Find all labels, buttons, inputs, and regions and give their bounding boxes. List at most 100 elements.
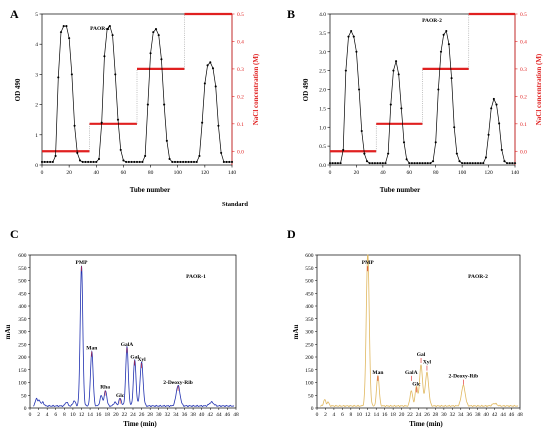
od-data-point [395,60,398,63]
od-data-point [95,160,98,164]
chart-c: 0 2 4 6 8 10 12 14 16 18 20 22 24 26 28 30 32 34 36 38 40 42 4… [4,253,239,428]
od-data-point [336,162,339,165]
plot-frame [329,13,516,166]
x-tick-label: 20 [113,412,119,418]
x-tick-label: 28 [433,412,439,418]
x-tick-label: 100 [174,170,183,176]
x-tick-label: 8 [63,412,66,418]
peak-label: Gal [130,355,139,361]
y-axis-label: mAu [4,325,12,340]
x-tick-label: 4 [333,412,336,418]
od-data-point [149,52,152,55]
x-tick-label: 8 [349,412,352,418]
od-data-point [445,29,448,33]
od-data-point [408,162,411,165]
x-tick-label: 16 [382,412,388,418]
od-data-point [469,162,472,165]
y-tick-label: 250 [305,342,314,348]
od-data-point [192,160,196,164]
od-data-point [453,126,456,129]
y-tick-label: 200 [305,355,314,361]
od-data-point [331,162,334,165]
x-tick-label: 10 [357,412,363,418]
x-tick-label: 34 [458,412,464,418]
od-data-point [225,160,228,164]
od-series-line [42,25,232,163]
peak-label: Man [86,346,97,352]
chart-title: PAOR-2 [468,274,488,280]
od-data-point [59,31,63,34]
x-tick-label: 46 [225,412,231,418]
od-data-point [511,162,514,165]
od-data-point [487,133,490,136]
od-data-point [482,162,485,165]
y-tick-label: 3.0 [319,50,326,56]
od-data-point [347,35,350,38]
x-tick-label: 80 [148,170,154,176]
od-data-point [495,103,498,106]
od-data-point [97,157,101,161]
x-tick-label: 80 [433,170,439,176]
y-tick-label: 4.0 [319,12,326,18]
y-tick-label: 550 [305,266,314,272]
panel-letter-d: D [287,227,296,241]
od-data-point [228,160,231,164]
od-data-point [114,73,117,76]
y-tick-label: 400 [305,304,314,310]
y-tick-label: 100 [305,381,314,387]
od-data-point [133,160,136,164]
x-tick-label: 46 [509,412,515,418]
od-data-point [220,151,223,154]
od-data-point [429,162,432,165]
od-data-point [141,160,144,164]
x-tick-label: 10 [70,412,76,418]
y-tick-label: 3.5 [319,31,326,37]
od-data-point [81,160,84,164]
x-axis-label: Time (min) [123,420,157,428]
x-tick-label: 22 [407,412,413,418]
od-data-point [358,88,361,91]
od-data-point [334,162,337,165]
od-data-point [450,77,453,80]
x-tick-label: 26 [424,412,430,418]
x-tick-label: 48 [233,412,239,418]
od-data-point [506,162,509,165]
x-tick-label: 14 [373,412,379,418]
od-data-point [111,34,114,37]
chart-title: PAOR-2 [422,18,442,24]
y-tick-label: 0.5 [319,144,326,150]
y-tick-label: 300 [305,330,314,336]
od-data-point [230,160,234,164]
y-tick-label: 600 [305,253,314,259]
right-tick-label: 0.0 [237,149,244,155]
od-data-point [387,152,390,155]
x-tick-label: 60 [407,170,413,176]
od-data-point [211,67,215,70]
od-data-point [439,50,443,53]
x-tick-label: 120 [201,170,210,176]
od-data-point [195,160,198,164]
y-tick-label: 150 [305,368,314,374]
od-data-point [490,107,493,110]
od-data-point [209,61,212,64]
peak-label: Glc [116,393,125,399]
x-tick-label: 40 [94,170,100,176]
peak-label: 2-Deoxy-Rib [449,374,479,380]
x-tick-label: 44 [216,412,222,418]
od-data-point [222,160,225,164]
peak-label: Man [372,370,383,376]
x-tick-label: 20 [354,170,360,176]
od-data-point [400,107,403,110]
od-data-point [40,160,44,164]
od-data-point [138,160,141,164]
od-data-point [371,162,374,165]
od-data-point [397,73,400,76]
y-tick-label: 50 [308,393,314,399]
y-tick-label: 450 [18,291,27,297]
right-tick-label: 0.5 [520,12,527,18]
od-data-point [54,154,57,157]
od-data-point [339,162,342,165]
chromatogram-trace [320,254,519,408]
od-data-point [434,141,437,144]
od-data-point [498,122,501,125]
